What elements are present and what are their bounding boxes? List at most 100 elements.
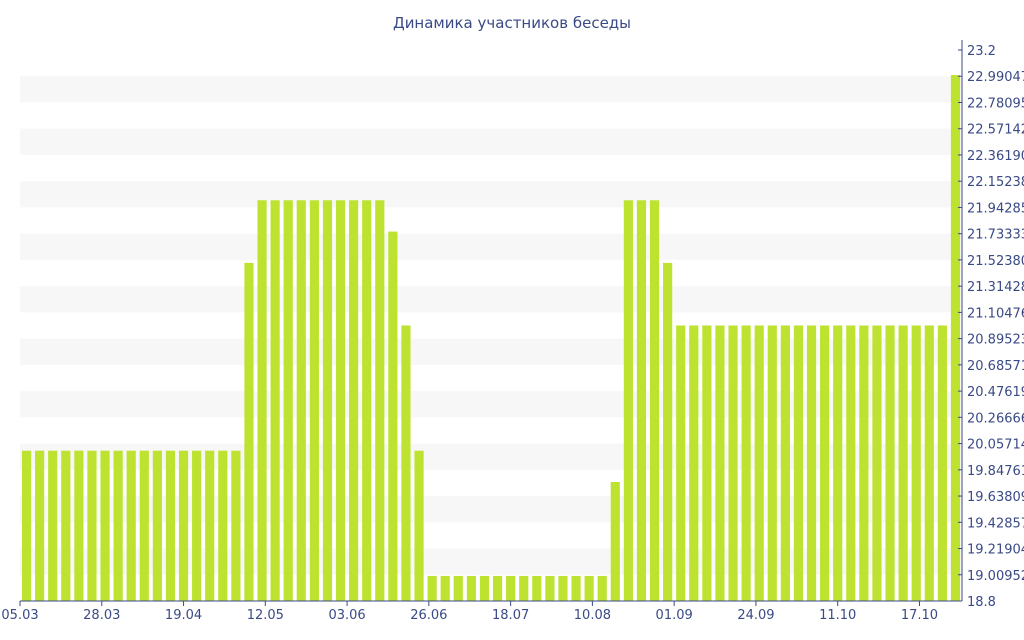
- y-tick-label: 20.266666: [967, 411, 1024, 426]
- x-tick-label: 19.04: [165, 608, 202, 623]
- bar: [492, 575, 503, 601]
- x-tick-label: 12.05: [247, 608, 284, 623]
- x-tick-label: 24.09: [737, 608, 774, 623]
- bar: [309, 200, 319, 601]
- grid-band: [20, 181, 962, 208]
- x-tick-label: 26.06: [410, 608, 447, 623]
- bar: [806, 325, 817, 601]
- grid-band: [20, 443, 962, 470]
- bar: [35, 450, 45, 601]
- y-tick-label: 20.476190: [967, 385, 1024, 400]
- bar: [519, 575, 529, 601]
- bar: [676, 325, 686, 601]
- grid-band: [20, 548, 962, 575]
- y-tick-label: 22.361904: [967, 149, 1024, 164]
- y-tick-label: 19.219047: [967, 543, 1024, 558]
- y-tick-label: 22.571428: [967, 123, 1024, 138]
- y-tick-label: 18.8: [967, 595, 996, 610]
- bar: [296, 200, 306, 601]
- bar: [689, 325, 699, 601]
- y-tick-label: 19.638095: [967, 490, 1024, 505]
- bars-group: [21, 75, 961, 602]
- bar: [270, 200, 280, 601]
- bar: [728, 325, 738, 601]
- bar: [859, 325, 869, 601]
- bar: [283, 200, 293, 601]
- bar: [623, 200, 633, 601]
- bar: [833, 325, 843, 601]
- bar: [126, 450, 136, 601]
- bar: [231, 450, 241, 601]
- grid-band: [20, 233, 962, 260]
- bar: [506, 575, 516, 601]
- x-tick-label: 01.09: [656, 608, 693, 623]
- bar: [440, 575, 450, 601]
- bar: [375, 200, 385, 601]
- x-tick-label: 17.10: [901, 608, 938, 623]
- bar: [152, 450, 162, 601]
- bar: [532, 575, 542, 601]
- x-tick-label: 18.07: [492, 608, 529, 623]
- bar: [924, 325, 934, 601]
- x-tick-label: 28.03: [83, 608, 120, 623]
- y-tick-label: 21.314285: [967, 280, 1024, 295]
- y-tick-label: 20.057142: [967, 438, 1024, 453]
- bar: [466, 575, 476, 601]
- bar: [74, 450, 84, 601]
- bar: [754, 325, 764, 601]
- bar: [584, 575, 594, 601]
- y-tick-label: 20.685714: [967, 359, 1024, 374]
- bar: [950, 75, 961, 602]
- bar: [87, 450, 97, 601]
- y-tick-label: 21.733333: [967, 228, 1024, 243]
- bar: [21, 450, 32, 601]
- bar: [597, 575, 607, 601]
- bar: [885, 325, 895, 601]
- bar: [767, 325, 777, 601]
- bar: [479, 575, 490, 601]
- grid-band: [20, 76, 962, 103]
- bar: [846, 325, 856, 601]
- bar: [100, 450, 110, 601]
- bar: [48, 450, 58, 601]
- chart-title: Динамика участников беседы: [393, 14, 631, 32]
- bar: [558, 575, 568, 601]
- y-tick-label: 20.895238: [967, 333, 1024, 348]
- y-tick-label: 21.104761: [967, 306, 1024, 321]
- grid-band: [20, 391, 962, 418]
- bar: [780, 325, 790, 601]
- grid-bands: [20, 76, 962, 575]
- y-tick-label: 21.942857: [967, 201, 1024, 216]
- bar: [139, 450, 149, 601]
- bar: [545, 575, 555, 601]
- grid-band: [20, 128, 962, 155]
- bar: [165, 450, 176, 601]
- y-tick-label: 22.152380: [967, 175, 1024, 190]
- y-tick-label: 23.2: [967, 44, 996, 59]
- y-tick-label: 21.523809: [967, 254, 1024, 269]
- bar: [61, 450, 71, 601]
- bar: [322, 200, 333, 601]
- bar: [401, 325, 411, 601]
- bar: [192, 450, 202, 601]
- bar: [898, 325, 908, 601]
- grid-band: [20, 496, 962, 523]
- bar: [257, 200, 267, 601]
- bar: [571, 575, 581, 601]
- x-tick-label: 05.03: [1, 608, 38, 623]
- y-tick-label: 22.780952: [967, 96, 1024, 111]
- bar: [453, 575, 463, 601]
- x-tick-label: 11.10: [819, 608, 856, 623]
- bar: [362, 200, 372, 601]
- bar: [610, 482, 620, 601]
- bar: [793, 325, 804, 601]
- bar: [820, 325, 830, 601]
- bar: [649, 200, 660, 601]
- bar: [178, 450, 189, 601]
- bar: [872, 325, 882, 601]
- y-tick-label: 19.428571: [967, 516, 1024, 531]
- bar: [937, 325, 947, 601]
- bar: [113, 450, 123, 601]
